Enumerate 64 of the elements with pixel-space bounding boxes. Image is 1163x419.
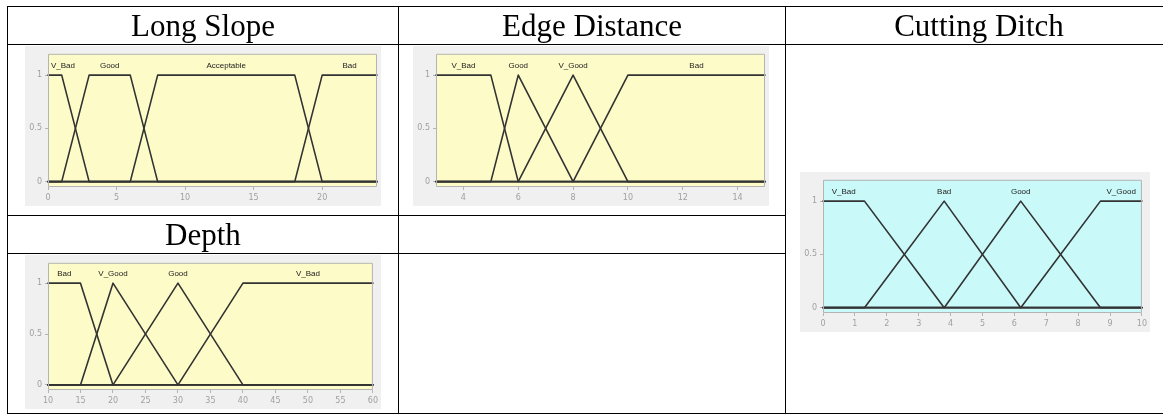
series-label: Good xyxy=(168,269,188,279)
x-tick-label: 0 xyxy=(45,192,51,202)
y-tick-label: 0 xyxy=(424,176,430,186)
chart-title: Cutting Ditch xyxy=(785,6,1163,45)
series-label: Bad xyxy=(689,61,704,71)
series-label: V_Bad xyxy=(51,61,76,71)
x-tick-label: 20 xyxy=(107,395,119,405)
x-tick-label: 2 xyxy=(884,318,890,328)
chart-title: Depth xyxy=(7,215,399,254)
x-tick-label: 6 xyxy=(515,192,521,202)
chart-title: Long Slope xyxy=(7,6,399,45)
x-tick-label: 12 xyxy=(677,192,688,202)
series-label: V_Good xyxy=(558,61,588,71)
y-tick-label: 0.5 xyxy=(417,123,430,133)
x-tick-label: 5 xyxy=(979,318,985,328)
y-tick-label: 0.5 xyxy=(804,249,817,259)
x-tick-label: 35 xyxy=(205,395,216,405)
y-tick-label: 1 xyxy=(424,70,430,80)
chart-title: Edge Distance xyxy=(398,6,786,45)
y-tick-label: 1 xyxy=(36,70,42,80)
x-tick-label: 10 xyxy=(1136,318,1147,328)
series-label: Bad xyxy=(342,61,357,71)
series-label: V_Bad xyxy=(451,61,476,71)
x-tick-label: 20 xyxy=(317,192,328,202)
x-tick-label: 60 xyxy=(367,395,378,405)
x-tick-label: 5 xyxy=(113,192,120,202)
series-label: V_Bad xyxy=(831,187,856,197)
x-tick-label: 14 xyxy=(732,192,743,202)
x-tick-label: 10 xyxy=(179,192,191,202)
x-tick-label: 10 xyxy=(622,192,634,202)
y-tick-label: 0 xyxy=(36,176,42,186)
x-tick-label: 50 xyxy=(302,395,314,405)
y-tick-label: 0 xyxy=(36,379,42,389)
series-label: V_Good xyxy=(1106,187,1136,197)
x-tick-label: 8 xyxy=(570,192,576,202)
series-label: Bad xyxy=(57,269,72,279)
x-tick-label: 0 xyxy=(820,318,826,328)
x-tick-label: 1 xyxy=(852,318,858,328)
series-label: Good xyxy=(508,61,529,71)
y-tick-label: 0 xyxy=(811,302,817,312)
x-tick-label: 15 xyxy=(75,395,86,405)
y-tick-label: 0.5 xyxy=(29,329,42,339)
series-label: Good xyxy=(1010,187,1031,197)
x-tick-label: 9 xyxy=(1107,318,1113,328)
x-tick-label: 15 xyxy=(248,192,259,202)
x-tick-label: 25 xyxy=(140,395,151,405)
x-tick-label: 30 xyxy=(172,395,184,405)
y-tick-label: 0.5 xyxy=(29,123,42,133)
x-tick-label: 4 xyxy=(948,318,954,328)
series-label: Good xyxy=(99,61,120,71)
x-tick-label: 40 xyxy=(237,395,249,405)
series-label: Bad xyxy=(937,187,952,197)
series-label: V_Good xyxy=(98,269,128,279)
x-tick-label: 45 xyxy=(270,395,281,405)
x-tick-label: 6 xyxy=(1011,318,1017,328)
series-label: V_Bad xyxy=(295,269,320,279)
x-tick-label: 10 xyxy=(42,395,54,405)
x-tick-label: 3 xyxy=(916,318,922,328)
x-tick-label: 8 xyxy=(1075,318,1081,328)
series-label: Acceptable xyxy=(206,61,247,71)
y-tick-label: 1 xyxy=(36,278,42,288)
x-tick-label: 55 xyxy=(335,395,346,405)
x-tick-label: 4 xyxy=(460,192,466,202)
x-tick-label: 7 xyxy=(1043,318,1049,328)
